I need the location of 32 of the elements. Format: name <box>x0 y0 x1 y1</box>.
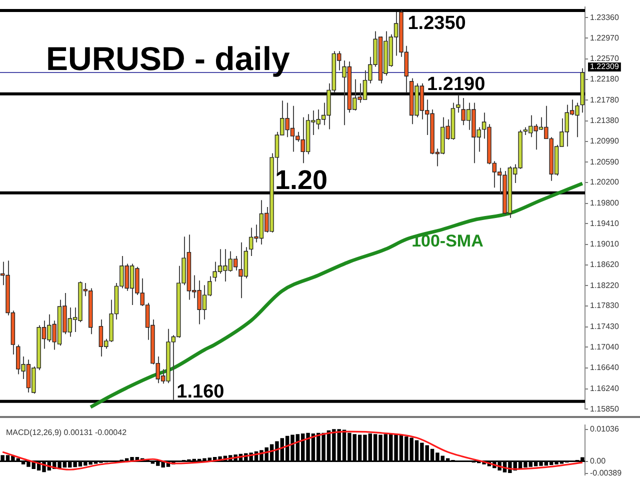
y-tick-label: 1.23360 <box>590 12 620 22</box>
y-tick-label: 1.22180 <box>590 74 620 84</box>
series-label: 100-SMA <box>412 232 484 251</box>
y-tick-label: 1.19010 <box>590 240 620 249</box>
y-tick-label: 1.16640 <box>590 363 620 372</box>
ref-line-label: 1.160 <box>176 381 224 402</box>
y-tick-label: 1.17830 <box>590 301 620 310</box>
y-tick-label: 1.17430 <box>590 322 620 332</box>
chart-title: MACD(12,26,9) 0.00131 -0.00042 <box>6 428 128 437</box>
y-tick-label: 1.20990 <box>590 136 620 146</box>
y-tick-label: 0.01036 <box>590 424 620 434</box>
text: EURUSD - daily <box>46 40 291 77</box>
ref-line-label: 1.20 <box>274 164 328 195</box>
y-tick-label: 1.15850 <box>590 404 620 414</box>
y-tick-label: 1.21780 <box>590 95 620 104</box>
line-series <box>2 430 584 470</box>
y-tick-label: 1.20590 <box>590 157 620 166</box>
y-tick-label: 1.18620 <box>590 260 620 270</box>
y-tick-label: -0.00389 <box>590 468 622 478</box>
y-tick-label: 0.00 <box>590 456 606 466</box>
y-tick-label: 1.18220 <box>590 280 620 290</box>
y-tick-label: 1.19410 <box>590 218 620 228</box>
ref-line-label: 1.2190 <box>427 74 486 95</box>
y-tick-label: 1.17040 <box>590 342 620 352</box>
y-tick-label: 1.20200 <box>590 178 620 187</box>
ref-line-label: 1.2350 <box>408 13 466 34</box>
y-tick-label: 1.22970 <box>590 33 620 42</box>
y-tick-label: 1.19800 <box>590 198 620 208</box>
ref-line-label: 1.22309 <box>590 62 620 72</box>
y-tick-label: 1.16240 <box>590 384 620 394</box>
y-tick-label: 1.22570 <box>590 54 620 64</box>
y-tick-label: 1.21380 <box>590 116 620 126</box>
